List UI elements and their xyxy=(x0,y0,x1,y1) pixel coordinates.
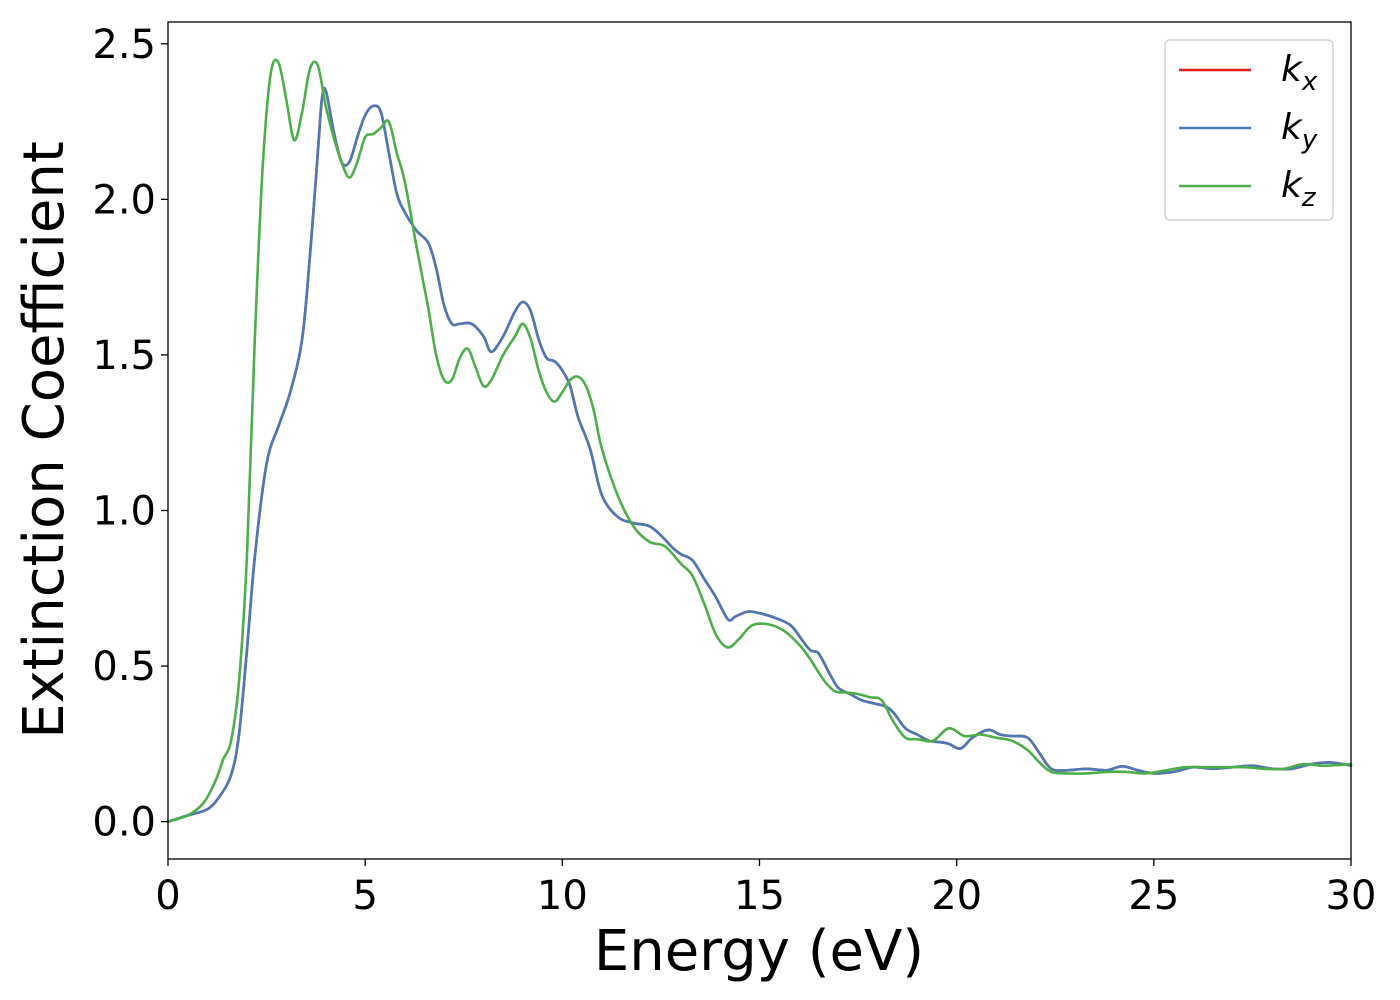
y-tick-label: 1.5 xyxy=(92,333,156,379)
x-tick-label: 15 xyxy=(734,873,785,919)
series-line-kz xyxy=(166,58,1353,823)
y-tick-label: 1.0 xyxy=(92,489,156,535)
x-axis: 0 5 10 15 20 25 30 xyxy=(155,859,1376,919)
y-axis-title: Extinction Coefficient xyxy=(12,141,77,739)
y-axis: 0.0 0.5 1.0 1.5 2.0 2.5 xyxy=(92,22,168,846)
y-tick-label: 2.0 xyxy=(92,177,156,223)
y-tick-label: 2.5 xyxy=(92,22,156,68)
plot-lines xyxy=(166,58,1353,823)
y-tick-label: 0.5 xyxy=(92,644,156,690)
series-line-ky xyxy=(166,86,1353,823)
x-tick-label: 0 xyxy=(155,873,180,919)
x-tick-label: 30 xyxy=(1326,873,1377,919)
x-tick-label: 10 xyxy=(537,873,588,919)
x-axis-title: Energy (eV) xyxy=(594,919,924,984)
x-tick-label: 20 xyxy=(931,873,982,919)
x-tick-label: 5 xyxy=(352,873,377,919)
y-tick-label: 0.0 xyxy=(92,800,156,846)
x-tick-label: 25 xyxy=(1128,873,1179,919)
legend-box xyxy=(1164,39,1334,221)
